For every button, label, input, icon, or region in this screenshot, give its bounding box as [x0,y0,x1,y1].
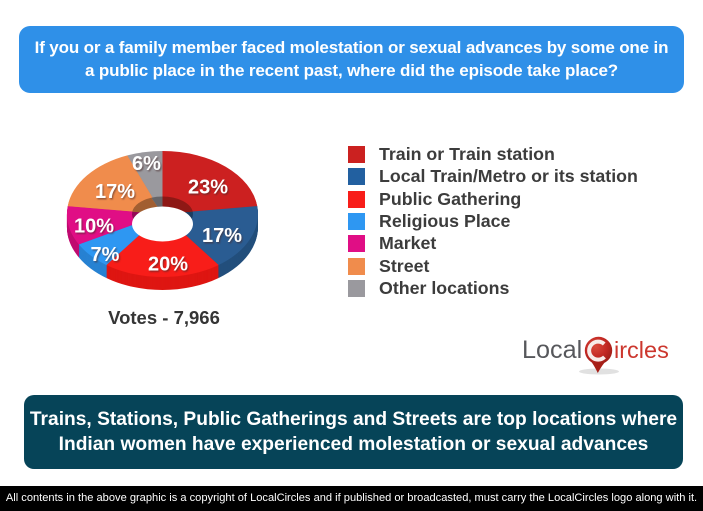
svg-text:23%: 23% [188,177,228,199]
svg-text:7%: 7% [91,244,120,266]
svg-text:ircles: ircles [614,337,669,363]
svg-text:6%: 6% [132,153,161,175]
svg-text:17%: 17% [95,181,135,203]
svg-text:20%: 20% [148,254,188,276]
svg-text:17%: 17% [96,183,136,205]
svg-text:17%: 17% [203,227,243,249]
svg-text:23%: 23% [189,178,229,200]
svg-text:17%: 17% [202,225,242,247]
svg-text:Local: Local [522,336,582,364]
svg-text:6%: 6% [133,155,162,177]
svg-text:20%: 20% [149,255,189,277]
svg-text:10%: 10% [74,216,114,238]
svg-text:7%: 7% [92,246,121,268]
svg-text:10%: 10% [75,217,115,239]
